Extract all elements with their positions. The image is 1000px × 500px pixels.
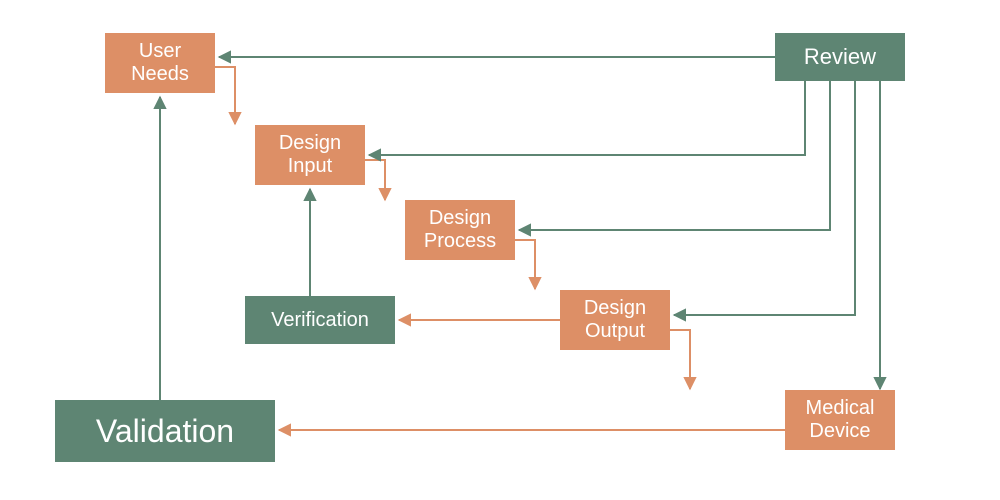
- node-label: Verification: [271, 309, 369, 332]
- node-medical-device: MedicalDevice: [785, 390, 895, 450]
- node-design-process: DesignProcess: [405, 200, 515, 260]
- node-label: UserNeeds: [131, 40, 189, 86]
- edge: [215, 67, 235, 124]
- node-review: Review: [775, 33, 905, 81]
- node-label: DesignProcess: [424, 207, 496, 253]
- node-design-input: DesignInput: [255, 125, 365, 185]
- edge: [365, 160, 385, 200]
- edge: [670, 330, 690, 389]
- node-label: DesignInput: [279, 132, 341, 178]
- node-verification: Verification: [245, 296, 395, 344]
- edge: [674, 81, 855, 315]
- edge: [515, 240, 535, 289]
- node-label: MedicalDevice: [806, 397, 875, 443]
- node-user-needs: UserNeeds: [105, 33, 215, 93]
- edge: [369, 81, 805, 155]
- node-label: Review: [804, 44, 876, 69]
- node-validation: Validation: [55, 400, 275, 462]
- flowchart-stage: UserNeeds Review DesignInput DesignProce…: [0, 0, 1000, 500]
- node-label: DesignOutput: [584, 297, 646, 343]
- node-design-output: DesignOutput: [560, 290, 670, 350]
- node-label: Validation: [96, 413, 234, 450]
